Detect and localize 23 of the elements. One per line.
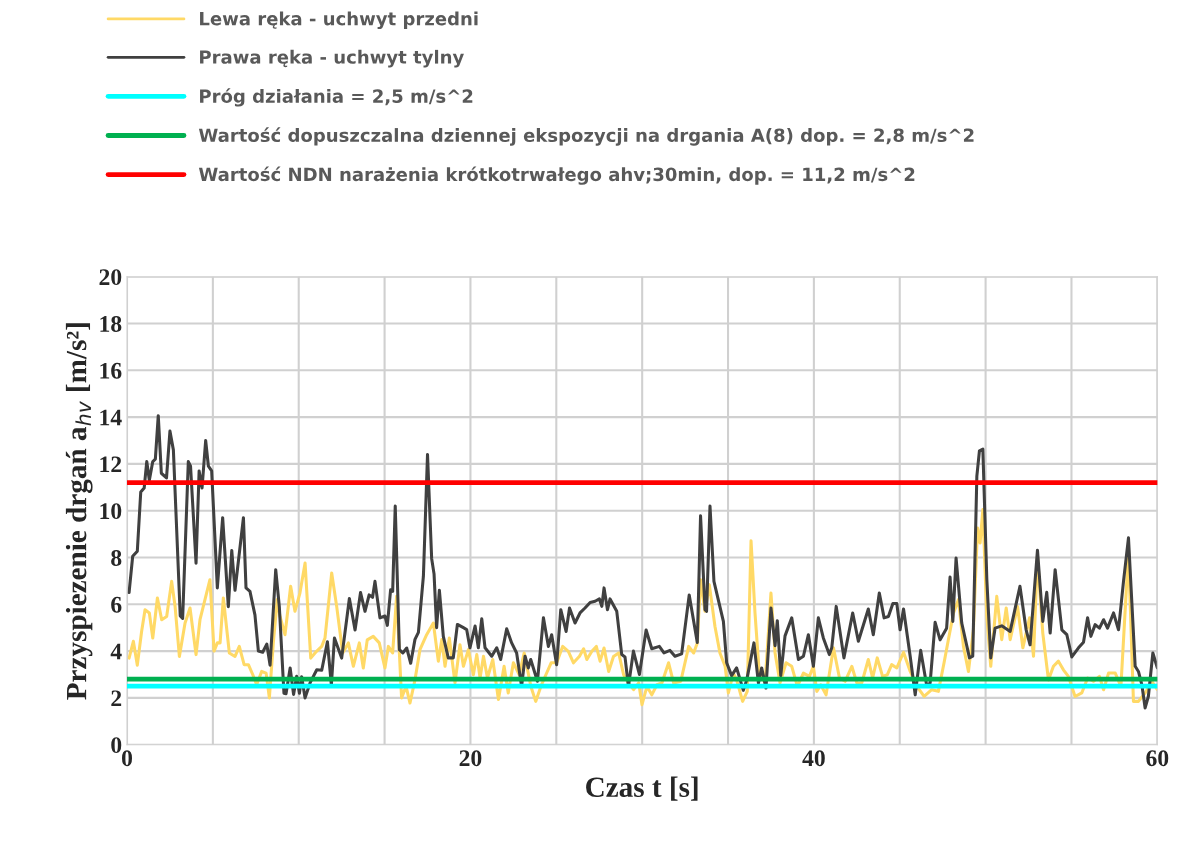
- x-tick-label: 40: [802, 750, 825, 767]
- x-tick-label: 0: [122, 750, 133, 767]
- legend-label: Wartość dopuszczalna dziennej ekspozycji na drgania A(8) dop. = 2,8 m/s^2: [198, 127, 974, 146]
- x-tick-label: 20: [459, 750, 482, 767]
- legend-label: Próg działania = 2,5 m/s^2: [200, 88, 473, 107]
- y-tick-label: 2: [111, 690, 122, 707]
- y-tick-label: 6: [111, 596, 122, 613]
- y-tick-label: 20: [99, 269, 122, 286]
- legend-label: Prawa ręka - uchwyt tylny: [200, 49, 464, 68]
- y-tick-label: 18: [100, 315, 122, 332]
- y-tick-label: 0: [111, 737, 122, 754]
- y-tick-label: 16: [100, 362, 122, 379]
- y-tick-label: 12: [100, 456, 122, 473]
- x-tick-label: 60: [1146, 750, 1169, 767]
- legend-label: Lewa ręka - uchwyt przedni: [200, 11, 478, 30]
- y-tick-label: 10: [100, 503, 122, 520]
- legend-label: Wartość NDN narażenia krótkotrwałego ahv;30min, dop. = 11,2 m/s^2: [198, 166, 915, 185]
- y-tick-label: 8: [111, 549, 122, 566]
- y-tick-label: 4: [110, 643, 122, 660]
- line-series: [127, 414, 1158, 710]
- y-axis-title: Przyspiezenie drgań a$_{hv}$ [m/s²]: [65, 323, 93, 700]
- x-axis-title: Czas t [s]: [586, 776, 698, 801]
- y-tick-label: 14: [100, 409, 122, 426]
